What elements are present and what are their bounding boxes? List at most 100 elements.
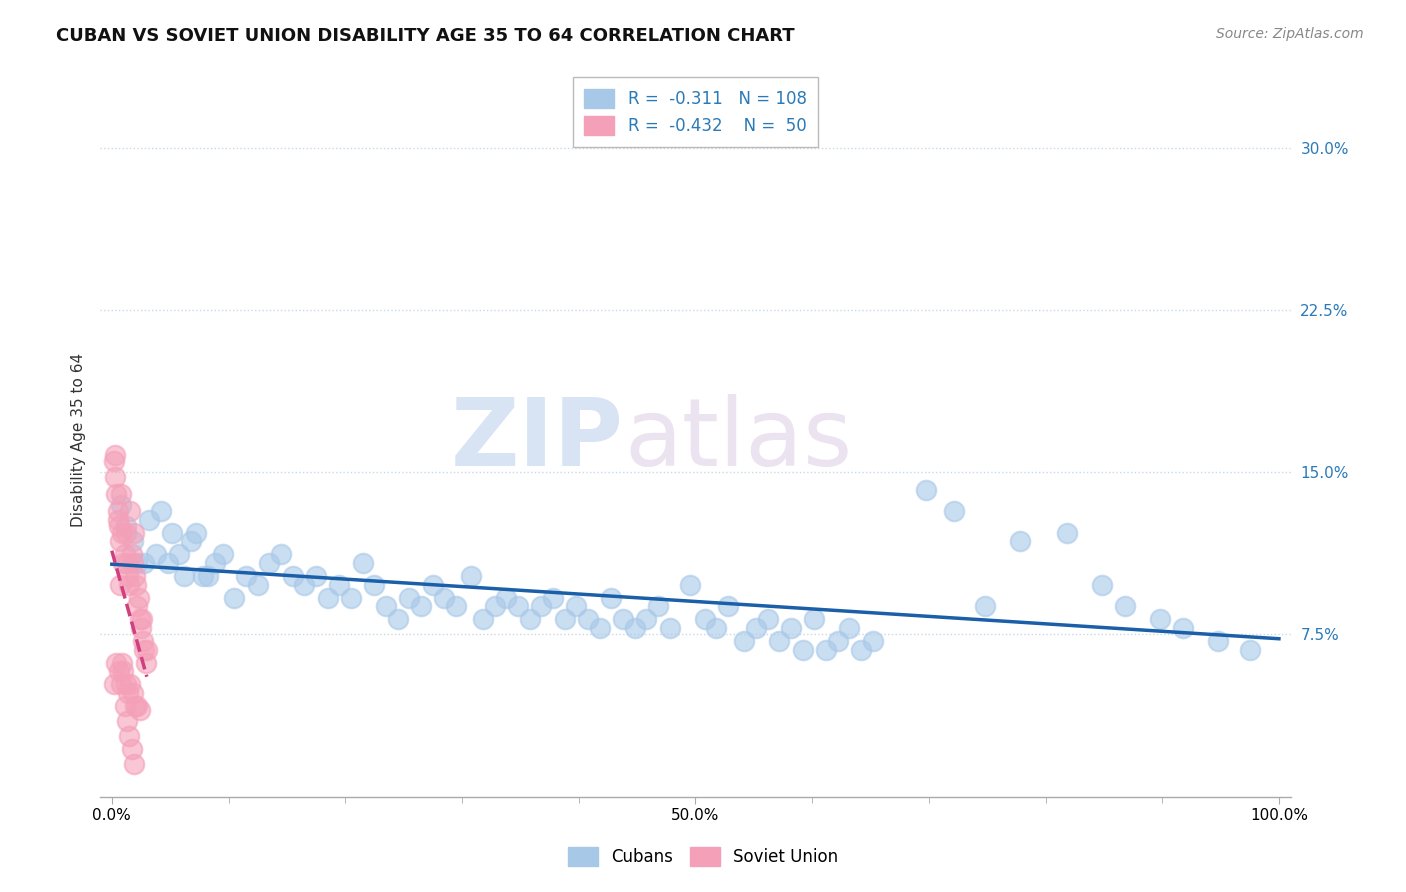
- Point: [125, 577, 148, 591]
- Point: [121, 556, 143, 570]
- Point: [121, 534, 143, 549]
- Point: [127, 698, 149, 713]
- Point: [292, 577, 315, 591]
- Point: [114, 548, 136, 562]
- Point: [184, 525, 207, 540]
- Point: [107, 513, 129, 527]
- Point: [107, 504, 129, 518]
- Point: [733, 634, 755, 648]
- Point: [422, 577, 444, 591]
- Point: [169, 548, 191, 562]
- Point: [565, 599, 588, 614]
- Point: [693, 612, 716, 626]
- Point: [1239, 642, 1261, 657]
- Point: [387, 612, 409, 626]
- Point: [706, 621, 728, 635]
- Point: [121, 548, 143, 562]
- Point: [128, 703, 150, 717]
- Point: [112, 556, 135, 570]
- Point: [915, 483, 938, 497]
- Point: [495, 591, 517, 605]
- Point: [107, 664, 129, 678]
- Point: [135, 642, 157, 657]
- Point: [114, 677, 136, 691]
- Point: [107, 519, 129, 533]
- Point: [444, 599, 467, 614]
- Point: [1149, 612, 1171, 626]
- Point: [636, 612, 658, 626]
- Point: [409, 599, 432, 614]
- Point: [104, 469, 127, 483]
- Point: [110, 487, 132, 501]
- Point: [135, 656, 157, 670]
- Point: [118, 577, 141, 591]
- Point: [120, 504, 142, 518]
- Point: [1173, 621, 1195, 635]
- Point: [1056, 525, 1078, 540]
- Point: [316, 591, 339, 605]
- Point: [433, 591, 456, 605]
- Point: [530, 599, 553, 614]
- Point: [352, 556, 374, 570]
- Point: [134, 556, 156, 570]
- Point: [235, 569, 257, 583]
- Point: [105, 487, 128, 501]
- Point: [973, 599, 995, 614]
- Point: [121, 742, 143, 756]
- Point: [943, 504, 966, 518]
- Point: [111, 525, 134, 540]
- Point: [131, 612, 153, 626]
- Point: [484, 599, 506, 614]
- Point: [132, 634, 155, 648]
- Point: [120, 677, 142, 691]
- Point: [104, 448, 127, 462]
- Point: [108, 577, 131, 591]
- Text: atlas: atlas: [624, 393, 852, 486]
- Point: [204, 556, 226, 570]
- Point: [768, 634, 790, 648]
- Point: [103, 454, 125, 468]
- Point: [162, 525, 184, 540]
- Point: [838, 621, 860, 635]
- Point: [115, 714, 138, 728]
- Point: [114, 698, 136, 713]
- Text: Source: ZipAtlas.com: Source: ZipAtlas.com: [1216, 27, 1364, 41]
- Point: [541, 591, 564, 605]
- Point: [118, 729, 141, 743]
- Point: [127, 556, 149, 570]
- Point: [1206, 634, 1229, 648]
- Point: [1114, 599, 1136, 614]
- Point: [270, 548, 292, 562]
- Point: [780, 621, 803, 635]
- Point: [375, 599, 398, 614]
- Point: [647, 599, 669, 614]
- Point: [114, 525, 136, 540]
- Point: [224, 591, 246, 605]
- Point: [124, 569, 146, 583]
- Point: [128, 612, 150, 626]
- Point: [612, 612, 634, 626]
- Point: [623, 621, 645, 635]
- Point: [862, 634, 884, 648]
- Point: [305, 569, 328, 583]
- Point: [576, 612, 599, 626]
- Point: [134, 642, 156, 657]
- Point: [103, 677, 125, 691]
- Point: [114, 519, 136, 533]
- Point: [127, 599, 149, 614]
- Point: [149, 504, 172, 518]
- Text: ZIP: ZIP: [451, 393, 624, 486]
- Point: [328, 577, 350, 591]
- Point: [197, 569, 219, 583]
- Point: [588, 621, 610, 635]
- Legend: R =  -0.311   N = 108, R =  -0.432    N =  50: R = -0.311 N = 108, R = -0.432 N = 50: [572, 77, 818, 147]
- Point: [246, 577, 269, 591]
- Legend: Cubans, Soviet Union: Cubans, Soviet Union: [560, 838, 846, 875]
- Point: [600, 591, 623, 605]
- Point: [105, 656, 128, 670]
- Point: [138, 513, 160, 527]
- Point: [460, 569, 482, 583]
- Point: [115, 556, 138, 570]
- Point: [1090, 577, 1112, 591]
- Point: [211, 548, 233, 562]
